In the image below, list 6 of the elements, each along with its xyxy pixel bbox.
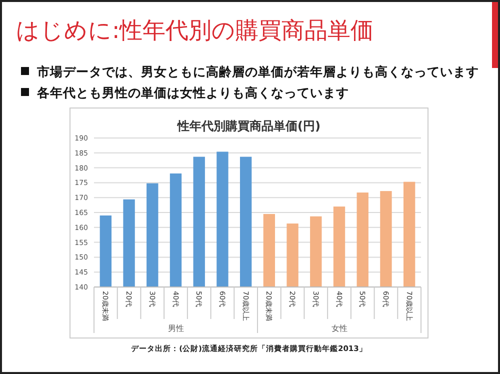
chart-title: はじめに:性年代別の購買商品単価	[16, 18, 374, 44]
text: 各年代とも男性の単価は女性よりも高くなっています	[36, 85, 349, 100]
text: 男性	[168, 324, 184, 333]
text: 市場データでは、男女ともに高齢層の単価が若年層よりも高くなっています	[36, 64, 479, 79]
text: 女性	[331, 324, 348, 333]
chart-subtitle: 性年代別購買商品単価(円)	[176, 119, 320, 133]
